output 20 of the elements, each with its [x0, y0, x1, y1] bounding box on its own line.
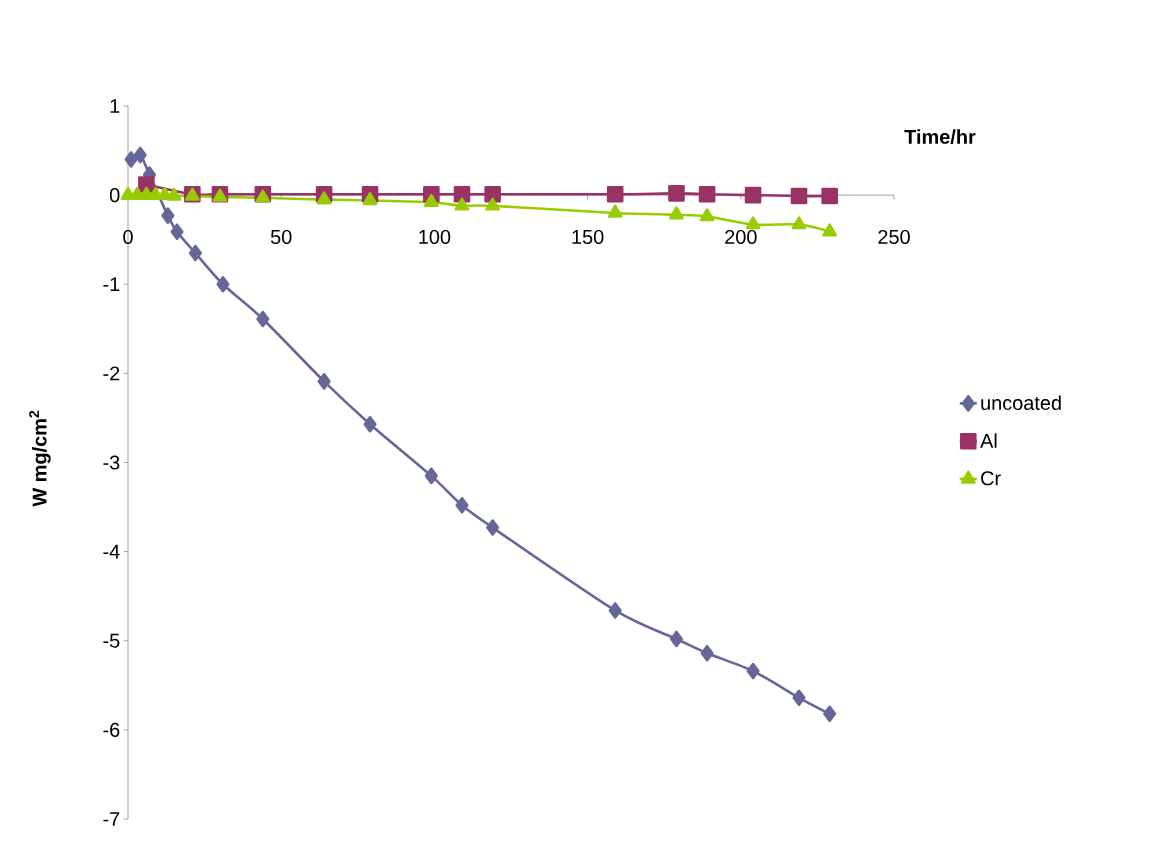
y-tick-label: -5 [103, 633, 120, 648]
legend-label: uncoated [981, 395, 1061, 411]
y-axis-title: W mg/cm$^{2}$ [29, 410, 51, 507]
legend-label: Al [980, 433, 997, 448]
y-tick-label: 0 [109, 188, 120, 203]
y-tick-label: -4 [103, 544, 120, 559]
x-tick-label: 100 [419, 229, 451, 244]
y-tick-label: -1 [103, 277, 120, 292]
y-tick-label: -6 [103, 722, 120, 737]
y-tick-label: 1 [110, 99, 120, 113]
x-tick-label: 0 [123, 229, 133, 244]
x-tick-label: 150 [572, 229, 604, 244]
y-tick-label: -7 [103, 812, 120, 826]
legend-label: Cr [981, 471, 1001, 486]
y-tick-label: -2 [103, 366, 120, 381]
y-tick-label: -3 [103, 455, 120, 470]
x-tick-label: 250 [878, 229, 910, 244]
x-axis-title: Time/hr [904, 129, 976, 145]
x-tick-label: 50 [270, 229, 292, 244]
x-tick-label: 200 [725, 229, 757, 244]
